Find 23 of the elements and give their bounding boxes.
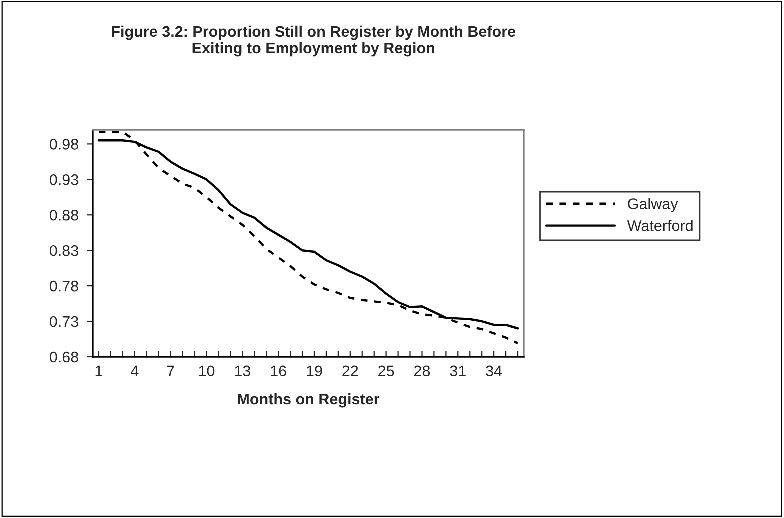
y-tick-label: 0.68	[50, 352, 78, 363]
x-tick-label: 34	[486, 366, 502, 377]
x-tick-label: 13	[235, 366, 250, 377]
x-tick-label: 19	[307, 366, 322, 377]
legend-label: Galway	[628, 198, 678, 212]
x-tick-label: 7	[167, 366, 174, 376]
y-tick-label: 0.98	[50, 139, 78, 150]
x-tick-label: 28	[414, 366, 430, 377]
y-tick-label: 0.83	[50, 245, 78, 256]
legend-label: Waterford	[627, 220, 693, 232]
x-tick-label: 1	[96, 366, 102, 376]
x-tick-label: 10	[199, 366, 215, 377]
y-tick-label: 0.88	[50, 210, 78, 221]
x-tick-label: 4	[131, 366, 139, 376]
x-tick-label: 16	[271, 366, 286, 377]
y-tick-label: 0.78	[50, 280, 78, 292]
x-axis-title: Months on Register	[238, 393, 380, 408]
y-tick-label: 0.73	[50, 316, 78, 328]
x-tick-label: 31	[450, 366, 466, 377]
x-tick-label: 22	[342, 366, 358, 376]
x-tick-label: 25	[378, 366, 394, 377]
y-tick-label: 0.93	[50, 174, 78, 186]
chart-title: Figure 3.2: Proportion Still on Register by Month Before Exiting to Employment by Region	[112, 26, 516, 57]
